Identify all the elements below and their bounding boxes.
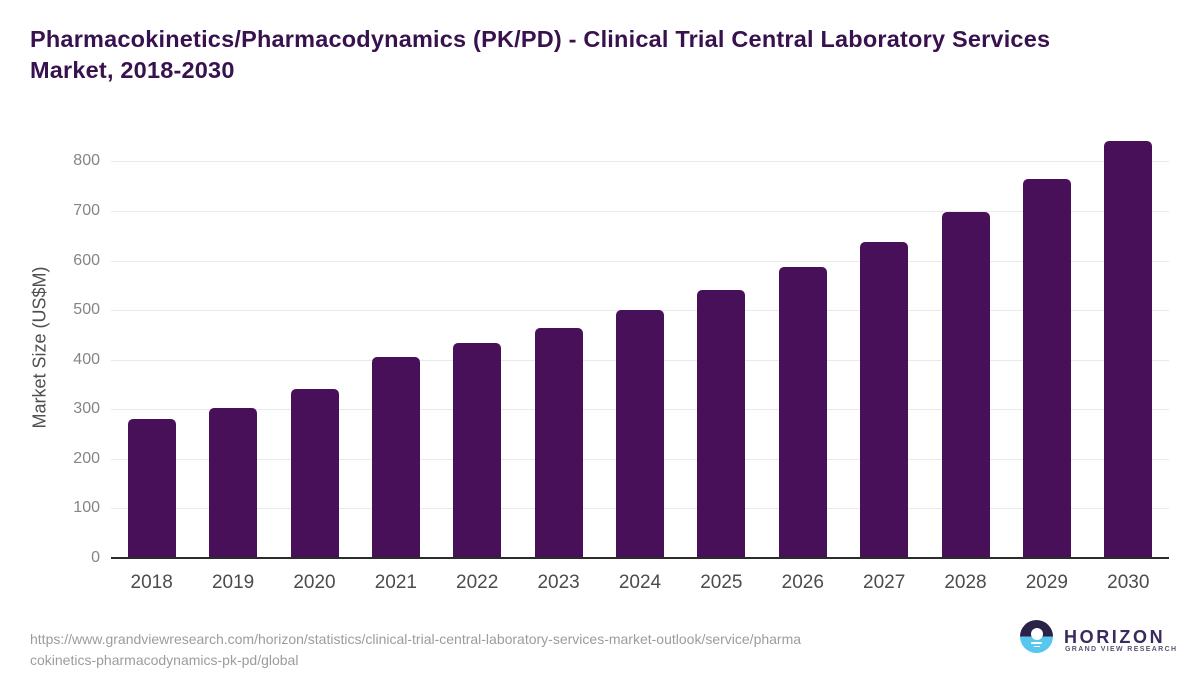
bar-2029 <box>1022 178 1071 558</box>
x-axis-label-2025: 2025 <box>700 572 743 593</box>
x-axis-label-2026: 2026 <box>781 572 824 593</box>
logo-brand-text: HORIZON <box>1064 627 1166 647</box>
x-axis-label-2018: 2018 <box>130 572 173 593</box>
bar-2018 <box>127 419 176 558</box>
chart-title-line1: Pharmacokinetics/Pharmacodynamics (PK/PD… <box>30 26 1051 52</box>
bar-2019 <box>209 408 258 558</box>
x-axis-label-2023: 2023 <box>537 572 580 593</box>
y-tick-label-700: 700 <box>73 201 100 219</box>
bar-2026 <box>778 266 827 558</box>
bar-2021 <box>371 357 420 558</box>
gridline-800 <box>111 161 1169 163</box>
y-tick-label-400: 400 <box>73 350 100 368</box>
x-axis-label-2028: 2028 <box>944 572 987 593</box>
sun-reflection-icon <box>1033 645 1040 647</box>
y-tick-label-0: 0 <box>91 549 100 566</box>
x-axis-label-2022: 2022 <box>456 572 499 593</box>
x-axis-label-2021: 2021 <box>374 572 418 593</box>
source-url: https://www.grandviewresearch.com/horizo… <box>30 629 950 671</box>
chart-title: Pharmacokinetics/Pharmacodynamics (PK/PD… <box>30 24 1190 86</box>
bar-2023 <box>534 328 583 558</box>
bar-2024 <box>616 310 664 558</box>
logo-tagline-text: GRAND VIEW RESEARCH <box>1065 646 1178 653</box>
y-tick-label-800: 800 <box>73 152 100 170</box>
y-tick-label-300: 300 <box>73 400 100 418</box>
bar-2030 <box>1104 140 1153 558</box>
bar-2028 <box>941 212 990 558</box>
bar-2025 <box>697 290 746 558</box>
x-axis-label-2020: 2020 <box>293 572 336 593</box>
y-tick-label-200: 200 <box>73 449 100 467</box>
y-tick-label-100: 100 <box>73 499 100 517</box>
bar-2022 <box>453 343 502 558</box>
horizon-logo-icon <box>1020 620 1053 653</box>
sun-reflection-icon <box>1031 641 1042 644</box>
horizon-logo: HORIZON GRAND VIEW RESEARCH <box>1020 620 1180 660</box>
x-axis-label-2019: 2019 <box>211 572 255 593</box>
y-tick-label-600: 600 <box>73 251 100 269</box>
bar-2020 <box>290 389 339 558</box>
x-axis-label-2030: 2030 <box>1107 572 1150 593</box>
source-url-line1: https://www.grandviewresearch.com/horizo… <box>30 631 802 647</box>
chart-title-line2: Market, 2018-2030 <box>30 57 235 83</box>
y-tick-label-500: 500 <box>73 301 100 319</box>
x-axis-label-2024: 2024 <box>618 572 662 593</box>
x-axis-label-2027: 2027 <box>863 572 906 593</box>
x-axis-label-2029: 2029 <box>1025 572 1069 593</box>
gridline-700 <box>111 210 1169 212</box>
bar-2027 <box>860 241 909 558</box>
gridline-600 <box>111 260 1169 262</box>
x-axis-line <box>111 557 1169 559</box>
sun-icon <box>1030 628 1043 640</box>
source-url-line2: cokinetics-pharmacodynamics-pk-pd/global <box>30 652 299 668</box>
